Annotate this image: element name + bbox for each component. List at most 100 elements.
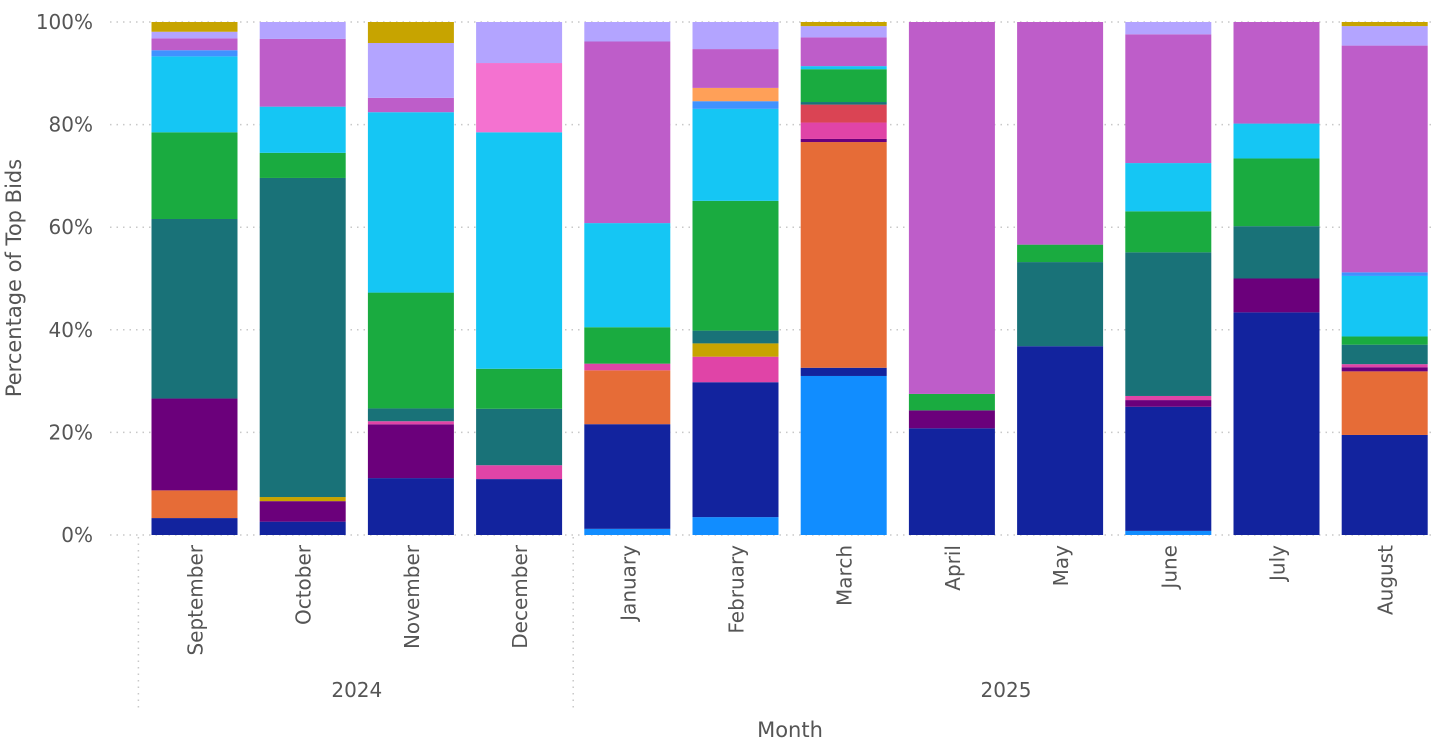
- bar-stack-december[interactable]: [476, 22, 563, 535]
- bar-segment-s2[interactable]: [476, 479, 563, 535]
- bar-stack-may[interactable]: [1017, 22, 1104, 535]
- bar-segment-s15[interactable]: [1125, 22, 1212, 35]
- bar-segment-s1[interactable]: [800, 375, 887, 535]
- bar-segment-s8[interactable]: [476, 408, 563, 466]
- bar-segment-s2[interactable]: [584, 424, 671, 529]
- bar-segment-s2[interactable]: [1341, 434, 1428, 535]
- bar-segment-s10[interactable]: [1233, 123, 1320, 159]
- bar-segment-s14[interactable]: [584, 41, 671, 224]
- bar-segment-s6[interactable]: [800, 104, 887, 123]
- bar-segment-s11[interactable]: [1341, 272, 1428, 276]
- bar-segment-s15[interactable]: [476, 22, 563, 64]
- bar-segment-s9[interactable]: [1233, 158, 1320, 227]
- bar-segment-s8[interactable]: [692, 330, 779, 344]
- bar-segment-s1[interactable]: [1125, 530, 1212, 535]
- bar-segment-s14[interactable]: [1125, 34, 1212, 164]
- bar-segment-s2[interactable]: [800, 367, 887, 376]
- bar-segment-s14[interactable]: [692, 49, 779, 88]
- bar-segment-s2[interactable]: [692, 382, 779, 518]
- bar-segment-s3[interactable]: [584, 370, 671, 425]
- bar-segment-s15[interactable]: [692, 22, 779, 50]
- bar-stack-september[interactable]: [151, 22, 238, 535]
- bar-segment-s2[interactable]: [1233, 312, 1320, 535]
- bar-stack-april[interactable]: [908, 22, 995, 535]
- bar-segment-s5[interactable]: [584, 363, 671, 371]
- bar-segment-s15[interactable]: [367, 43, 454, 98]
- bar-segment-s10[interactable]: [476, 132, 563, 369]
- bar-segment-s15[interactable]: [800, 26, 887, 38]
- bar-segment-s9[interactable]: [1125, 211, 1212, 253]
- bar-segment-s4[interactable]: [367, 424, 454, 479]
- bar-stack-october[interactable]: [259, 22, 346, 535]
- bar-segment-s11[interactable]: [692, 101, 779, 109]
- bar-segment-s9[interactable]: [800, 69, 887, 103]
- bar-segment-s7[interactable]: [692, 343, 779, 357]
- bar-segment-s4[interactable]: [800, 138, 887, 143]
- bar-segment-s8[interactable]: [367, 408, 454, 422]
- bar-segment-s4[interactable]: [908, 410, 995, 429]
- bar-segment-s8[interactable]: [151, 218, 238, 399]
- bar-segment-s16[interactable]: [1341, 22, 1428, 27]
- bar-segment-s14[interactable]: [800, 37, 887, 67]
- bar-segment-s16[interactable]: [151, 22, 238, 32]
- bar-segment-s2[interactable]: [259, 521, 346, 535]
- bar-segment-s2[interactable]: [908, 428, 995, 535]
- bar-segment-s10[interactable]: [1125, 163, 1212, 212]
- bar-segment-s2[interactable]: [151, 518, 238, 535]
- bar-segment-s10[interactable]: [1341, 275, 1428, 337]
- bar-segment-s8[interactable]: [1341, 344, 1428, 365]
- bar-segment-s11[interactable]: [151, 50, 238, 57]
- bar-segment-s1[interactable]: [584, 528, 671, 535]
- bar-segment-s8[interactable]: [1017, 262, 1104, 347]
- bar-segment-s14[interactable]: [367, 97, 454, 113]
- bar-segment-s1[interactable]: [692, 517, 779, 535]
- bar-segment-s8[interactable]: [800, 102, 887, 105]
- bar-segment-s14[interactable]: [908, 22, 995, 394]
- bar-segment-s9[interactable]: [908, 393, 995, 411]
- bar-segment-s9[interactable]: [476, 368, 563, 409]
- bar-segment-s5[interactable]: [367, 421, 454, 425]
- bar-segment-s10[interactable]: [584, 223, 671, 328]
- bar-segment-s15[interactable]: [151, 31, 238, 39]
- bar-segment-s2[interactable]: [1125, 406, 1212, 531]
- bar-segment-s8[interactable]: [259, 177, 346, 498]
- bar-stack-july[interactable]: [1233, 22, 1320, 535]
- bar-segment-s5[interactable]: [692, 356, 779, 383]
- bar-segment-s15[interactable]: [1341, 26, 1428, 46]
- bar-segment-s5[interactable]: [476, 465, 563, 480]
- bar-segment-s4[interactable]: [259, 501, 346, 522]
- bar-segment-s10[interactable]: [800, 66, 887, 70]
- bar-segment-s3[interactable]: [151, 490, 238, 519]
- bar-segment-s9[interactable]: [1341, 336, 1428, 345]
- bar-stack-august[interactable]: [1341, 22, 1428, 535]
- bar-stack-february[interactable]: [692, 22, 779, 535]
- bar-segment-s10[interactable]: [151, 56, 238, 133]
- bar-segment-s14[interactable]: [1233, 22, 1320, 124]
- bar-stack-january[interactable]: [584, 22, 671, 535]
- bar-segment-s10[interactable]: [259, 106, 346, 153]
- bar-segment-s2[interactable]: [367, 478, 454, 535]
- bar-segment-s10[interactable]: [692, 108, 779, 201]
- bar-segment-s9[interactable]: [1017, 244, 1104, 263]
- bar-segment-s9[interactable]: [259, 152, 346, 178]
- bar-stack-november[interactable]: [367, 22, 454, 535]
- bar-segment-s14[interactable]: [259, 38, 346, 107]
- bar-segment-s5[interactable]: [1125, 395, 1212, 401]
- bar-segment-s14[interactable]: [1017, 22, 1104, 245]
- bar-segment-s9[interactable]: [151, 132, 238, 219]
- bar-segment-s8[interactable]: [1125, 252, 1212, 396]
- bar-stack-march[interactable]: [800, 22, 887, 535]
- bar-segment-s9[interactable]: [692, 200, 779, 331]
- bar-segment-s3[interactable]: [1341, 371, 1428, 435]
- bar-segment-s16[interactable]: [800, 22, 887, 27]
- bar-segment-s4[interactable]: [1341, 367, 1428, 372]
- bar-segment-s9[interactable]: [584, 327, 671, 364]
- bar-segment-s9[interactable]: [367, 292, 454, 409]
- bar-segment-s4[interactable]: [151, 398, 238, 491]
- bar-segment-s2[interactable]: [1017, 346, 1104, 535]
- bar-segment-s3[interactable]: [800, 142, 887, 368]
- bar-segment-s5[interactable]: [800, 122, 887, 139]
- bar-segment-s5[interactable]: [1341, 364, 1428, 368]
- bar-segment-s7[interactable]: [259, 497, 346, 502]
- bar-stack-june[interactable]: [1125, 22, 1212, 535]
